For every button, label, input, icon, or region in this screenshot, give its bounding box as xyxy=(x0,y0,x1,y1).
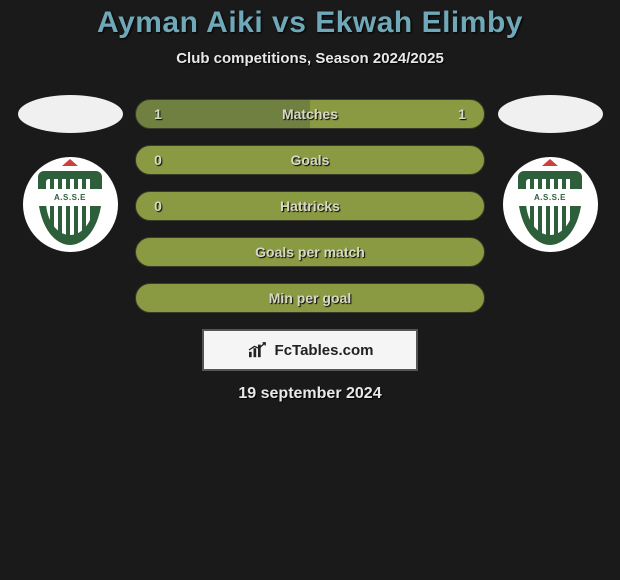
stat-bars: 1 Matches 1 0 Goals 0 Hattricks Goals pe… xyxy=(135,99,485,313)
comparison-card: Ayman Aiki vs Ekwah Elimby Club competit… xyxy=(0,0,620,409)
avatar-placeholder-left xyxy=(18,95,123,133)
stat-label: Min per goal xyxy=(168,290,452,306)
player-right: A.S.S.E xyxy=(495,95,605,252)
stats-area: A.S.S.E 1 Matches 1 0 Goals 0 Hattricks xyxy=(0,95,620,313)
player-left: A.S.S.E xyxy=(15,95,125,252)
stat-left-value: 0 xyxy=(148,152,168,168)
stat-label: Matches xyxy=(168,106,452,122)
chart-icon xyxy=(247,341,269,359)
brand-link[interactable]: FcTables.com xyxy=(202,329,418,371)
stat-left-value: 1 xyxy=(148,106,168,122)
stat-left-value: 0 xyxy=(148,198,168,214)
stat-right-value: 1 xyxy=(452,106,472,122)
stat-bar-mpg: Min per goal xyxy=(135,283,485,313)
date-text: 19 september 2024 xyxy=(0,385,620,403)
subtitle: Club competitions, Season 2024/2025 xyxy=(0,50,620,67)
club-shield-text: A.S.S.E xyxy=(38,189,102,206)
club-shield-text: A.S.S.E xyxy=(518,189,582,206)
stat-label: Goals per match xyxy=(168,244,452,260)
page-title: Ayman Aiki vs Ekwah Elimby xyxy=(0,6,620,40)
stat-label: Goals xyxy=(168,152,452,168)
stat-bar-hattricks: 0 Hattricks xyxy=(135,191,485,221)
club-badge-left: A.S.S.E xyxy=(23,157,118,252)
stat-bar-goals: 0 Goals xyxy=(135,145,485,175)
stat-label: Hattricks xyxy=(168,198,452,214)
stat-bar-gpm: Goals per match xyxy=(135,237,485,267)
stat-bar-matches: 1 Matches 1 xyxy=(135,99,485,129)
avatar-placeholder-right xyxy=(498,95,603,133)
club-badge-right: A.S.S.E xyxy=(503,157,598,252)
brand-text: FcTables.com xyxy=(275,342,374,359)
